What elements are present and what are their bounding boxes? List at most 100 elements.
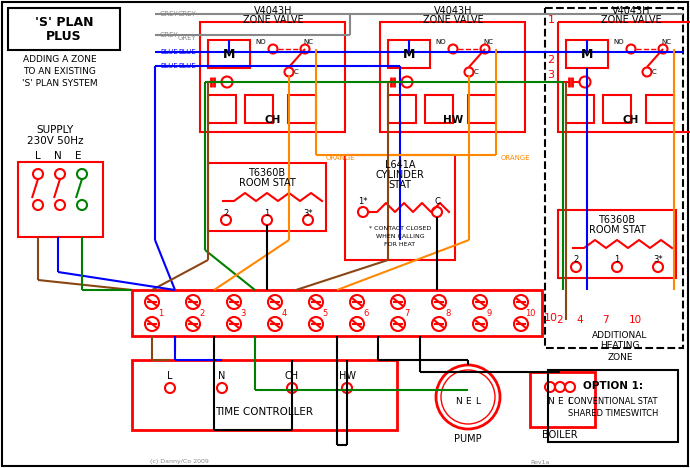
Text: L: L bbox=[35, 151, 41, 161]
Circle shape bbox=[653, 262, 663, 272]
Text: OPTION 1:: OPTION 1: bbox=[583, 381, 643, 391]
Text: TO AN EXISTING: TO AN EXISTING bbox=[23, 67, 97, 76]
Circle shape bbox=[55, 169, 65, 179]
Text: ZONE VALVE: ZONE VALVE bbox=[243, 15, 304, 25]
Text: 2: 2 bbox=[199, 308, 205, 317]
Circle shape bbox=[441, 370, 495, 424]
Text: C: C bbox=[434, 197, 440, 206]
Text: CH: CH bbox=[265, 115, 282, 125]
Bar bbox=[566, 40, 608, 68]
Text: BLUE: BLUE bbox=[160, 63, 178, 69]
Text: ZONE: ZONE bbox=[607, 352, 633, 361]
Circle shape bbox=[580, 76, 591, 88]
Circle shape bbox=[186, 295, 200, 309]
Circle shape bbox=[217, 383, 227, 393]
Circle shape bbox=[309, 317, 323, 331]
Text: STAT: STAT bbox=[388, 180, 411, 190]
Text: HEATING: HEATING bbox=[600, 342, 640, 351]
Circle shape bbox=[473, 295, 487, 309]
Text: BLUE: BLUE bbox=[178, 49, 196, 55]
Text: N: N bbox=[546, 397, 553, 407]
Circle shape bbox=[77, 169, 87, 179]
Text: T6360B: T6360B bbox=[598, 215, 635, 225]
Text: 1: 1 bbox=[159, 308, 164, 317]
Text: * CONTACT CLOSED: * CONTACT CLOSED bbox=[369, 227, 431, 232]
Circle shape bbox=[227, 317, 241, 331]
Bar bbox=[566, 95, 594, 123]
Text: C: C bbox=[651, 69, 656, 75]
Circle shape bbox=[186, 317, 200, 331]
Circle shape bbox=[432, 207, 442, 217]
Text: T6360B: T6360B bbox=[248, 168, 286, 178]
Text: SHARED TIMESWITCH: SHARED TIMESWITCH bbox=[568, 409, 658, 417]
Bar bbox=[388, 95, 416, 123]
Circle shape bbox=[432, 317, 446, 331]
Bar bbox=[18, 162, 103, 237]
Text: V4043H: V4043H bbox=[434, 6, 472, 16]
Text: GREY: GREY bbox=[178, 11, 197, 17]
Circle shape bbox=[342, 383, 352, 393]
Text: HW: HW bbox=[443, 115, 463, 125]
Circle shape bbox=[555, 382, 565, 392]
Text: CH: CH bbox=[285, 371, 299, 381]
Text: C: C bbox=[294, 69, 298, 75]
Text: BLUE: BLUE bbox=[178, 63, 196, 69]
Text: 5: 5 bbox=[322, 308, 328, 317]
Circle shape bbox=[473, 317, 487, 331]
Circle shape bbox=[358, 207, 368, 217]
Circle shape bbox=[464, 67, 473, 76]
Circle shape bbox=[627, 44, 635, 53]
Text: E: E bbox=[75, 151, 81, 161]
Circle shape bbox=[514, 295, 528, 309]
Text: 2: 2 bbox=[547, 55, 555, 65]
Text: ZONE VALVE: ZONE VALVE bbox=[601, 15, 661, 25]
Text: 4: 4 bbox=[577, 315, 583, 325]
Circle shape bbox=[402, 76, 413, 88]
Text: 3*: 3* bbox=[303, 209, 313, 218]
Text: 8: 8 bbox=[445, 308, 451, 317]
Bar bbox=[545, 8, 683, 348]
Circle shape bbox=[268, 44, 277, 53]
Circle shape bbox=[545, 382, 555, 392]
Text: 2: 2 bbox=[573, 256, 579, 264]
Text: 1: 1 bbox=[264, 209, 270, 218]
Circle shape bbox=[262, 215, 272, 225]
Text: 3: 3 bbox=[547, 70, 555, 80]
Text: V4043H: V4043H bbox=[612, 6, 650, 16]
Text: BLUE: BLUE bbox=[160, 49, 178, 55]
Circle shape bbox=[268, 317, 282, 331]
Circle shape bbox=[221, 215, 231, 225]
Text: 3: 3 bbox=[240, 308, 246, 317]
Text: GREY: GREY bbox=[178, 35, 197, 41]
Circle shape bbox=[221, 76, 233, 88]
Bar bbox=[8, 8, 120, 50]
Bar bbox=[208, 40, 250, 68]
Text: C: C bbox=[473, 69, 478, 75]
Text: NO: NO bbox=[435, 39, 446, 45]
Bar bbox=[530, 372, 595, 427]
Text: ORANGE: ORANGE bbox=[501, 155, 531, 161]
Text: L641A: L641A bbox=[385, 160, 415, 170]
Text: NC: NC bbox=[483, 39, 493, 45]
Text: CH: CH bbox=[623, 115, 639, 125]
Text: 7: 7 bbox=[404, 308, 410, 317]
Text: (c) Danny/Co 2009: (c) Danny/Co 2009 bbox=[150, 460, 209, 465]
Text: PUMP: PUMP bbox=[454, 434, 482, 444]
Text: TIME CONTROLLER: TIME CONTROLLER bbox=[215, 407, 313, 417]
Bar bbox=[288, 95, 316, 123]
Text: BOILER: BOILER bbox=[542, 430, 578, 440]
Text: L: L bbox=[567, 397, 573, 407]
Circle shape bbox=[227, 295, 241, 309]
Circle shape bbox=[612, 262, 622, 272]
Circle shape bbox=[391, 317, 405, 331]
Text: ROOM STAT: ROOM STAT bbox=[239, 178, 295, 188]
Circle shape bbox=[480, 44, 489, 53]
Text: 1*: 1* bbox=[358, 197, 368, 206]
Text: 3*: 3* bbox=[653, 256, 663, 264]
Text: 9: 9 bbox=[486, 308, 491, 317]
Text: CYLINDER: CYLINDER bbox=[375, 170, 424, 180]
Text: 2: 2 bbox=[224, 209, 228, 218]
Circle shape bbox=[309, 295, 323, 309]
Circle shape bbox=[514, 317, 528, 331]
Text: N: N bbox=[455, 397, 462, 407]
